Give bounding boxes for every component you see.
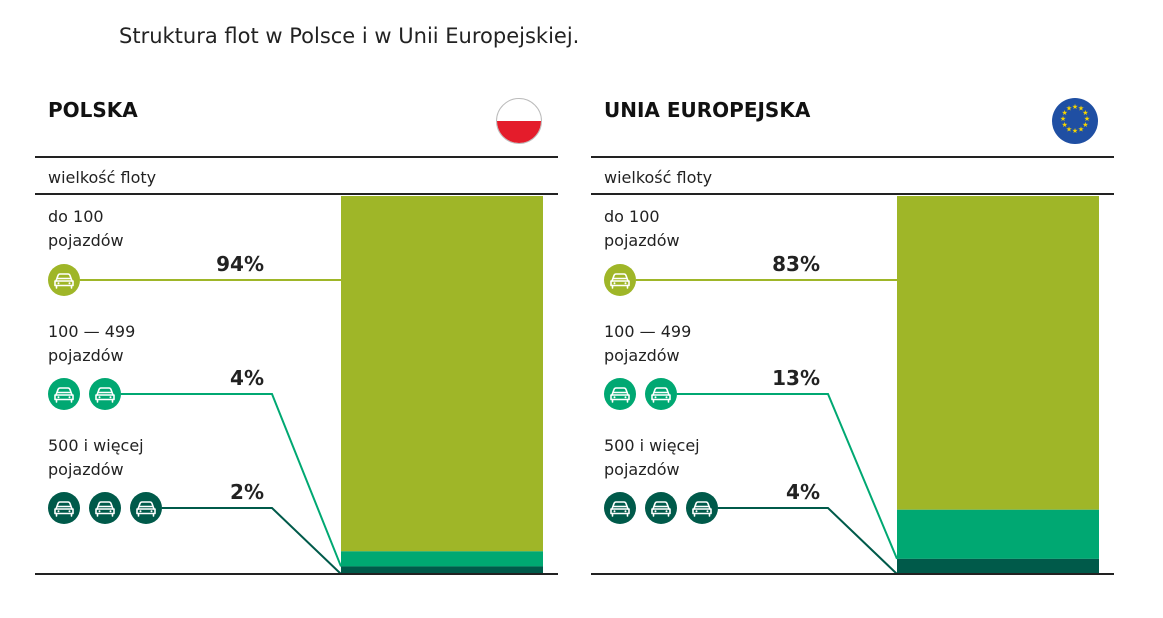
panel-title: POLSKA bbox=[48, 98, 138, 122]
bar-segment-medium bbox=[341, 551, 543, 567]
leader-line-medium bbox=[677, 393, 898, 560]
poland-flag-icon bbox=[496, 98, 542, 144]
car-icon bbox=[48, 264, 80, 296]
bar-segment-medium bbox=[897, 509, 1099, 559]
header-label: wielkość floty bbox=[604, 168, 713, 187]
svg-text:★: ★ bbox=[1061, 121, 1067, 129]
panel-poland: POLSKA wielkość floty do 100 pojazdów 94% 1… bbox=[35, 0, 558, 618]
category-label-line1: 100 — 499 bbox=[604, 322, 692, 341]
category-label-line2: pojazdów bbox=[604, 460, 680, 479]
category-label: 100 — 499 pojazdów bbox=[604, 320, 691, 368]
svg-text:★: ★ bbox=[1072, 127, 1078, 135]
car-icon bbox=[48, 492, 80, 524]
category-label-line2: pojazdów bbox=[48, 231, 124, 250]
category-label-line1: 500 i więcej bbox=[604, 436, 700, 455]
panel-chart bbox=[636, 196, 1099, 575]
car-icon bbox=[604, 264, 636, 296]
bar-segment-large bbox=[341, 566, 543, 574]
svg-text:★: ★ bbox=[1066, 105, 1072, 113]
car-icon bbox=[604, 492, 636, 524]
category-label-line1: 100 — 499 bbox=[48, 322, 136, 341]
percentage-label: 4% bbox=[786, 480, 820, 504]
panel-title: UNIA EUROPEJSKA bbox=[604, 98, 811, 122]
car-icon bbox=[48, 378, 80, 410]
category-label: 500 i więcej pojazdów bbox=[604, 434, 700, 482]
svg-text:★: ★ bbox=[1082, 109, 1088, 117]
category-label-line2: pojazdów bbox=[48, 346, 124, 365]
category-label-line2: pojazdów bbox=[604, 346, 680, 365]
panel-chart bbox=[80, 196, 543, 575]
svg-text:★: ★ bbox=[1078, 125, 1084, 133]
category-label-line1: 500 i więcej bbox=[48, 436, 144, 455]
category-label-line2: pojazdów bbox=[604, 231, 680, 250]
leader-line-large bbox=[162, 507, 342, 575]
bar-segment-small bbox=[341, 196, 543, 552]
car-icon bbox=[130, 492, 162, 524]
car-icon bbox=[686, 492, 718, 524]
header-top-rule bbox=[591, 156, 1114, 158]
leader-line-large bbox=[718, 507, 898, 575]
category-label: do 100 pojazdów bbox=[48, 205, 124, 253]
svg-text:★: ★ bbox=[1084, 115, 1090, 123]
percentage-label: 2% bbox=[230, 480, 264, 504]
chart-title: Struktura flot w Polsce i w Unii Europej… bbox=[119, 24, 580, 48]
percentage-label: 13% bbox=[772, 366, 820, 390]
bar-segment-small bbox=[897, 196, 1099, 510]
header-top-rule bbox=[35, 156, 558, 158]
car-icon bbox=[645, 378, 677, 410]
baseline-rule bbox=[591, 573, 1114, 575]
baseline-rule bbox=[35, 573, 558, 575]
eu-flag-icon: ★ ★ ★ ★ ★ ★ ★ ★ ★ ★ ★ ★ bbox=[1052, 98, 1098, 144]
percentage-label: 83% bbox=[772, 252, 820, 276]
car-icon bbox=[604, 378, 636, 410]
header-bottom-rule bbox=[591, 193, 1114, 195]
svg-text:★: ★ bbox=[1061, 109, 1067, 117]
header-bottom-rule bbox=[35, 193, 558, 195]
leader-line-medium bbox=[121, 393, 342, 567]
car-icon bbox=[89, 378, 121, 410]
category-label: do 100 pojazdów bbox=[604, 205, 680, 253]
percentage-label: 4% bbox=[230, 366, 264, 390]
svg-text:★: ★ bbox=[1082, 121, 1088, 129]
svg-text:★: ★ bbox=[1072, 103, 1078, 111]
car-icon bbox=[645, 492, 677, 524]
category-label-line2: pojazdów bbox=[48, 460, 124, 479]
category-label: 100 — 499 pojazdów bbox=[48, 320, 135, 368]
category-label-line1: do 100 bbox=[604, 207, 660, 226]
car-icon bbox=[89, 492, 121, 524]
panel-eu: UNIA EUROPEJSKA ★ ★ ★ ★ ★ ★ ★ ★ ★ ★ ★ ★ … bbox=[591, 0, 1114, 618]
category-label: 500 i więcej pojazdów bbox=[48, 434, 144, 482]
svg-text:★: ★ bbox=[1066, 125, 1072, 133]
header-label: wielkość floty bbox=[48, 168, 157, 187]
bar-segment-large bbox=[897, 558, 1099, 574]
svg-text:★: ★ bbox=[1078, 105, 1084, 113]
percentage-label: 94% bbox=[216, 252, 264, 276]
category-label-line1: do 100 bbox=[48, 207, 104, 226]
svg-text:★: ★ bbox=[1060, 115, 1066, 123]
